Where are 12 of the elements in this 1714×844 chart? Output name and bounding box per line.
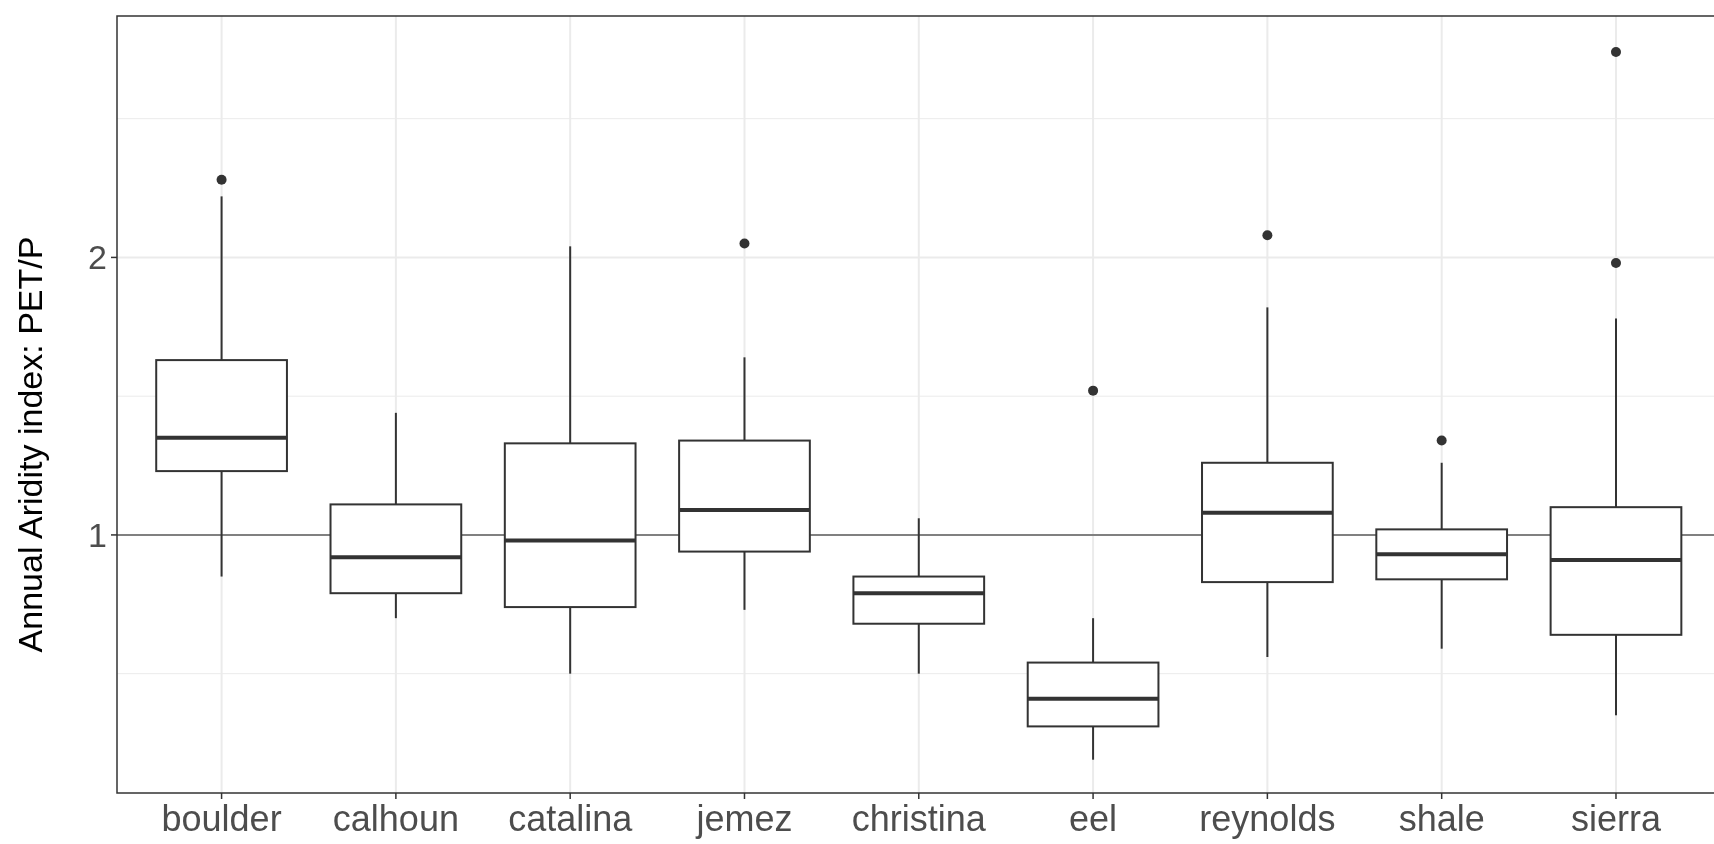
x-tick-label: sierra [1570, 798, 1662, 839]
x-tick-label: catalina [508, 798, 634, 839]
y-axis-title: Annual Aridity index: PET/P [11, 236, 49, 653]
x-tick-label: reynolds [1199, 798, 1336, 839]
x-tick-label: eel [1069, 798, 1118, 839]
x-tick-label: shale [1398, 798, 1485, 839]
x-tick-label: calhoun [332, 798, 459, 839]
x-tick-label: jemez [695, 798, 793, 839]
y-tick-label: 2 [88, 238, 107, 277]
x-tick-label: christina [851, 798, 987, 839]
y-tick-label: 1 [88, 515, 107, 554]
x-tick-label: boulder [161, 798, 282, 839]
